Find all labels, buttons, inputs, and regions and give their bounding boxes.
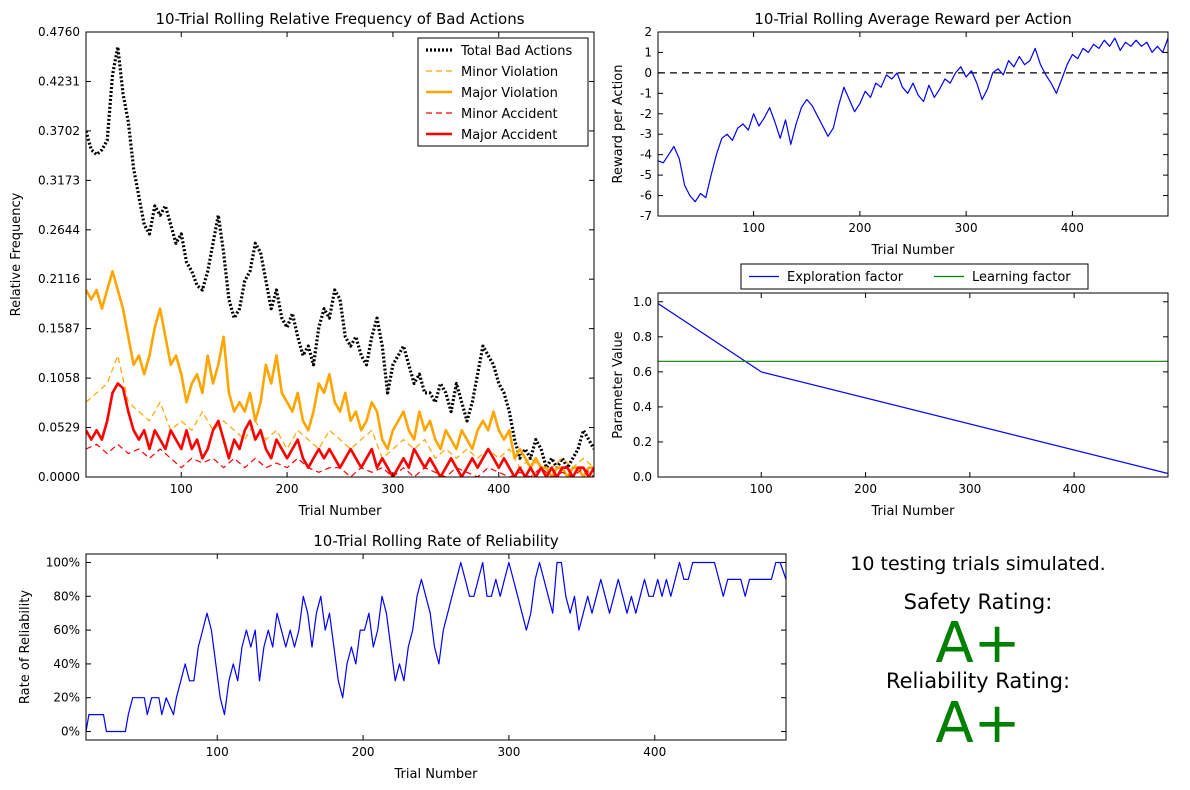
y-tick-label: 0.2 [633,435,652,449]
x-tick-label: 200 [848,221,871,235]
y-tick-label: -5 [640,168,652,182]
y-axis-label: Parameter Value [611,331,626,438]
series-line-total-bad-actions [86,45,594,470]
legend-label: Major Violation [461,86,558,101]
legend-label: Minor Violation [461,65,558,80]
x-tick-label: 100 [742,221,765,235]
y-tick-label: -3 [640,127,652,141]
y-tick-label: 0.8 [633,330,652,344]
y-tick-label: 0.1058 [38,371,80,385]
x-tick-label: 300 [497,745,520,759]
x-tick-label: 300 [958,482,981,496]
chart-bad_actions: 100 200 300 400 0.0000 0.0529 0.1058 0.1587 0.21… [9,10,595,519]
y-tick-label: 0.2644 [38,223,80,237]
y-tick-label: 0.0000 [38,470,80,484]
trials-simulated-text: 10 testing trials simulated. [850,553,1106,575]
chart-parameters: 100 200 300 400 0.0 0.2 0.4 0.6 0.8 1.0 Trial Numb… [611,263,1169,519]
safety-rating-grade: A+ [935,611,1021,676]
y-tick-label: 20% [53,691,80,705]
chart-reward: 100 200 300 400 -7 -6 -5 -4 -3 -2 -1 0 1 2 10-Trial Ro… [611,10,1169,258]
axes-frame [85,553,787,741]
x-tick-label: 100 [170,482,193,496]
reliability-rating-label: Reliability Rating: [885,669,1071,693]
axes-frame [85,31,595,478]
y-axis-label: Reward per Action [611,65,626,184]
chart-title: 10-Trial Rolling Relative Frequency of B… [155,10,524,28]
series-line-major-violation [86,270,594,477]
y-tick-label: 0.0 [633,470,652,484]
y-tick-label: 0% [61,725,80,739]
x-tick-label: 400 [1061,221,1084,235]
series-line-reward-0 [658,37,1168,203]
x-tick-label: 400 [643,745,666,759]
y-tick-label: 60% [53,623,80,637]
y-tick-label: -1 [640,86,652,100]
legend-label: Exploration factor [787,270,904,285]
series-line-major-accident [86,382,594,477]
reliability-rating-grade: A+ [935,691,1021,756]
legend-label: Major Accident [461,128,557,143]
y-tick-label: 0.0529 [38,421,80,435]
series-line-exploration-factor [658,302,1168,475]
chart-reliability: 100 200 300 400 0% 20% 40% 60% 80% 100% 10-Trial R… [18,532,787,782]
x-axis-label: Trial Number [871,504,956,519]
x-tick-label: 400 [1063,482,1086,496]
y-tick-label: -6 [640,189,652,203]
legend: Total Bad Actions Minor Violation Major Vi… [417,37,589,147]
y-tick-label: 40% [53,657,80,671]
legend-box [740,263,1089,290]
chart-title: 10-Trial Rolling Rate of Reliability [313,532,559,550]
x-tick-label: 100 [206,745,229,759]
y-tick-label: -2 [640,107,652,121]
x-tick-label: 100 [750,482,773,496]
x-tick-label: 200 [854,482,877,496]
y-tick-label: 1.0 [633,295,652,309]
series-line-reliability-0 [86,561,786,733]
y-tick-label: 0.1587 [38,322,80,336]
chart-title: 10-Trial Rolling Average Reward per Acti… [754,10,1071,28]
y-tick-label: 0 [644,66,652,80]
legend-label: Learning factor [972,270,1071,285]
legend-label: Total Bad Actions [460,44,572,59]
x-tick-label: 300 [381,482,404,496]
y-tick-label: -4 [640,148,652,162]
x-axis-label: Trial Number [394,767,479,782]
x-axis-label: Trial Number [871,243,956,258]
x-tick-label: 200 [352,745,375,759]
axes-frame [657,31,1169,217]
y-tick-label: 0.4231 [38,74,80,88]
legend: Exploration factor Learning factor [740,263,1089,290]
axes-frame [657,292,1169,478]
y-tick-label: 0.3173 [38,173,80,187]
y-axis-label: Rate of Reliability [18,590,33,704]
y-tick-label: 2 [644,25,652,39]
y-tick-label: 100% [46,555,80,569]
x-axis-label: Trial Number [298,504,383,519]
y-tick-label: -7 [640,209,652,223]
x-tick-label: 400 [487,482,510,496]
y-axis-label: Relative Frequency [9,192,24,316]
y-tick-label: 0.2116 [38,272,80,286]
y-tick-label: 0.4760 [38,25,80,39]
x-tick-label: 200 [276,482,299,496]
y-tick-label: 1 [644,45,652,59]
safety-rating-label: Safety Rating: [903,590,1053,614]
y-tick-label: 0.4 [633,400,652,414]
y-tick-label: 0.6 [633,365,652,379]
legend-label: Minor Accident [461,107,558,122]
x-tick-label: 300 [955,221,978,235]
y-tick-label: 0.3702 [38,124,80,138]
y-tick-label: 80% [53,589,80,603]
